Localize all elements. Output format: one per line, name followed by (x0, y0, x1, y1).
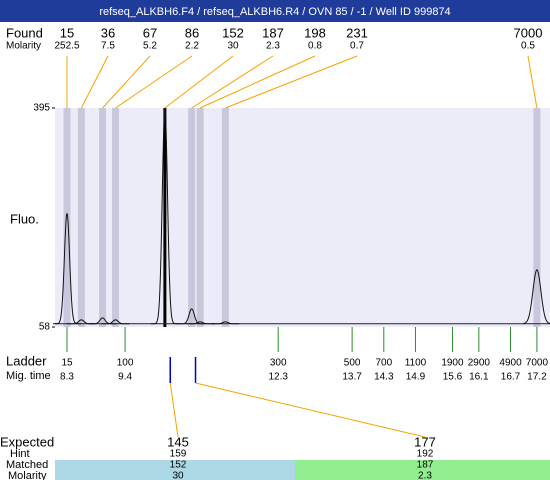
peak-band (77, 108, 85, 327)
found-molarity: 0.7 (350, 41, 364, 52)
ladder-size: 1100 (405, 358, 427, 369)
matched-molarity: 30 (172, 471, 184, 480)
found-size: 152 (222, 25, 244, 40)
ladder-mig-time: 17.2 (527, 372, 547, 383)
ladder-label: Ladder (6, 353, 47, 368)
peak-band (188, 108, 196, 327)
found-size: 198 (304, 25, 326, 40)
expected-size: 145 (167, 434, 189, 449)
found-size: 187 (262, 25, 284, 40)
ladder-size: 700 (375, 358, 392, 369)
found-molarity: 252.5 (54, 41, 79, 52)
y-tick-label: 395 (33, 103, 50, 114)
ladder-mig-time: 15.6 (443, 372, 463, 383)
ladder-mig-time: 13.7 (342, 372, 362, 383)
peak-band (533, 108, 541, 327)
matched-molarity: 2.3 (418, 471, 432, 480)
connector (80, 55, 109, 109)
fluo-label: Fluo. (10, 211, 39, 226)
found-label: Found (6, 25, 43, 40)
connector (195, 382, 426, 438)
peak-band (99, 108, 107, 327)
peak-band (163, 108, 167, 327)
expected-molarity-label: Molarity (8, 470, 47, 480)
ladder-size: 1900 (441, 358, 464, 369)
expected-size: 177 (414, 434, 436, 449)
connector (191, 55, 274, 109)
ladder-mig-time: 16.7 (501, 372, 521, 383)
connector (115, 55, 193, 109)
found-size: 15 (60, 25, 74, 40)
trace-peak (88, 317, 117, 325)
ladder-size: 2900 (468, 358, 491, 369)
found-size: 231 (346, 25, 368, 40)
mig-time-label: Mig. time (6, 370, 51, 382)
ladder-size: 7000 (526, 358, 549, 369)
peak-band (196, 108, 204, 327)
ladder-size: 500 (344, 358, 361, 369)
plot-area (55, 108, 550, 327)
found-molarity: 5.2 (143, 41, 157, 52)
hint-size: 192 (417, 449, 434, 460)
found-size: 67 (143, 25, 157, 40)
ladder-mig-time: 14.3 (374, 372, 394, 383)
found-size: 7000 (514, 25, 543, 40)
trace-peak (150, 107, 179, 325)
found-molarity: 0.8 (308, 41, 322, 52)
matched-band (295, 460, 550, 480)
found-size: 36 (101, 25, 115, 40)
connector (169, 382, 179, 438)
trace-peak (177, 308, 206, 325)
trace-peak (211, 321, 240, 325)
connector (225, 55, 358, 109)
ladder-size: 15 (61, 358, 73, 369)
found-molarity: 0.5 (521, 41, 535, 52)
matched-label: Matched (6, 459, 48, 471)
matched-size: 152 (170, 460, 187, 471)
molarity-label: Molarity (6, 41, 41, 52)
title-bar (0, 0, 550, 22)
matched-size: 187 (417, 460, 434, 471)
peak-band (63, 108, 71, 327)
ladder-size: 4900 (499, 358, 522, 369)
trace-peak (101, 319, 130, 325)
hint-label: Hint (10, 448, 30, 460)
ladder-mig-time: 9.4 (118, 372, 132, 383)
peak-band (221, 108, 229, 327)
ladder-size: 100 (117, 358, 134, 369)
title: refseq_ALKBH6.F4 / refseq_ALKBH6.R4 / OV… (99, 6, 450, 18)
ladder-mig-time: 12.3 (268, 372, 288, 383)
matched-band (55, 460, 295, 480)
ladder-mig-time: 8.3 (60, 372, 74, 383)
found-molarity: 30 (227, 41, 239, 52)
connector (199, 55, 316, 109)
peak-band (112, 108, 120, 327)
y-tick-label: 58 (39, 322, 51, 333)
trace-peak (522, 269, 550, 325)
found-molarity: 2.2 (185, 41, 199, 52)
found-molarity: 7.5 (101, 41, 115, 52)
hint-size: 159 (170, 449, 187, 460)
found-molarity: 2.3 (266, 41, 280, 52)
connector (164, 55, 234, 109)
ladder-mig-time: 16.1 (469, 372, 489, 383)
connector (527, 55, 538, 109)
ladder-mig-time: 14.9 (406, 372, 426, 383)
found-size: 86 (185, 25, 199, 40)
ladder-size: 300 (270, 358, 287, 369)
expected-label: Expected (0, 434, 54, 449)
trace-peak (186, 321, 215, 325)
connector (102, 55, 151, 109)
